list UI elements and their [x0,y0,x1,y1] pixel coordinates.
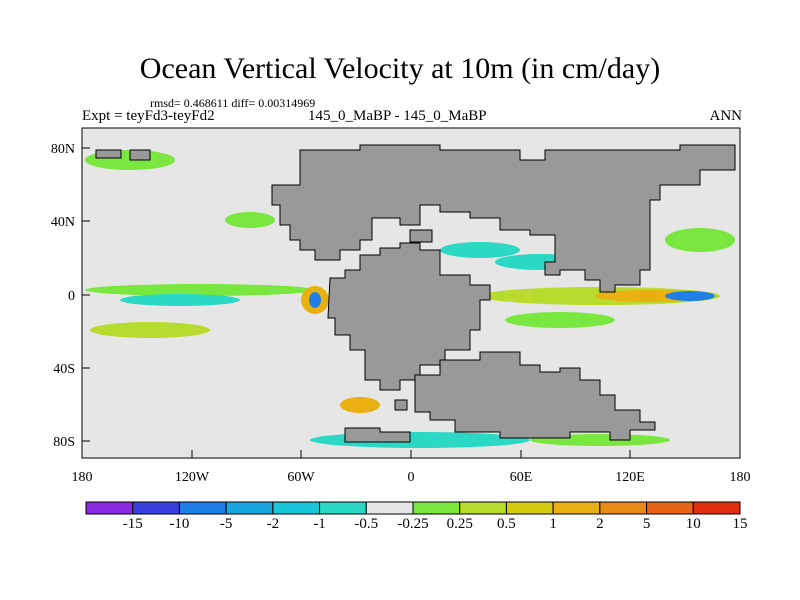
colorbar-label: -0.25 [397,516,429,532]
land-island-tethys [409,229,433,243]
lat-label: 40S [53,362,75,377]
north-pacific-patch [225,212,275,228]
lat-labels: 80N 40N 0 40S 80S [51,142,75,450]
equatorial-blue-east [665,291,715,301]
lon-label: 60E [510,470,533,485]
colorbar-label: 10 [685,516,701,532]
southern-ocean-band [310,432,530,448]
case-label: 145_0_MaBP - 145_0_MaBP [308,108,487,124]
colorbar-box [692,501,741,515]
west-pacific-patch [665,228,735,252]
land-gondwana-east [414,351,656,441]
land-island-n [129,149,151,161]
experiment-label: Expt = teyFd3-teyFd2 [82,108,215,124]
colorbar-box [599,501,648,515]
plot-title: Ocean Vertical Velocity at 10m (in cm/da… [139,52,661,85]
south-pacific-patch [90,322,210,338]
colorbar-label: -1 [313,516,326,532]
land-gondwana-west [327,242,491,391]
lon-label: 120W [175,470,210,485]
land-antarctic-peninsula [344,427,411,443]
colorbar [85,501,741,515]
colorbar-box [365,501,414,515]
lat-label: 80S [53,435,75,450]
colorbar-label: 0.25 [446,516,473,532]
equatorial-cyan-pacific [120,294,240,306]
land-masses [95,144,736,443]
lon-label: 180 [72,470,93,485]
colorbar-label: 0.5 [497,516,516,532]
colorbar-label: -10 [169,516,190,532]
colorbar-label: 2 [596,516,604,532]
lat-label: 0 [68,289,75,304]
colorbar-box [505,501,554,515]
lon-label: 60W [287,470,315,485]
colorbar-box [225,501,274,515]
colorbar-box [412,501,461,515]
colorbar-box [319,501,367,515]
colorbar-label: -5 [219,516,233,532]
lat-label: 40N [51,215,75,230]
land-laurasia [271,144,736,293]
colorbar-box [132,501,180,515]
lon-label: 180 [730,470,751,485]
season-label: ANN [709,108,743,124]
land-island-south [394,399,408,411]
colorbar-label: 5 [642,516,651,532]
colorbar-box [85,501,134,515]
colorbar-label: -15 [122,516,143,532]
tethys-patch [440,242,520,258]
rmsd-diff-text: rmsd= 0.468611 diff= 0.00314969 [150,96,316,110]
lon-label: 120E [615,470,645,485]
colorbar-box [646,501,694,515]
land-island-nw [95,149,122,159]
equatorial-band-pacific [85,284,315,296]
colorbar-label: 15 [732,516,748,532]
south-atlantic-patch [340,397,380,413]
colorbar-label: 1 [549,516,557,532]
indian-south-patch [505,312,615,328]
lon-label: 0 [408,470,415,485]
colorbar-label: -0.5 [354,516,379,532]
lon-labels: 180 120W 60W 0 60E 120E 180 [72,470,751,485]
lat-label: 80N [51,142,75,157]
colorbar-box [552,501,601,515]
coastal-blue-west [309,292,321,308]
lat-ticks [82,147,90,442]
colorbar-box [459,501,507,515]
colorbar-label: -2 [266,516,280,532]
lon-ticks [81,450,741,458]
anomaly-patches [85,150,735,448]
colorbar-box [272,501,321,515]
colorbar-box [178,501,227,515]
